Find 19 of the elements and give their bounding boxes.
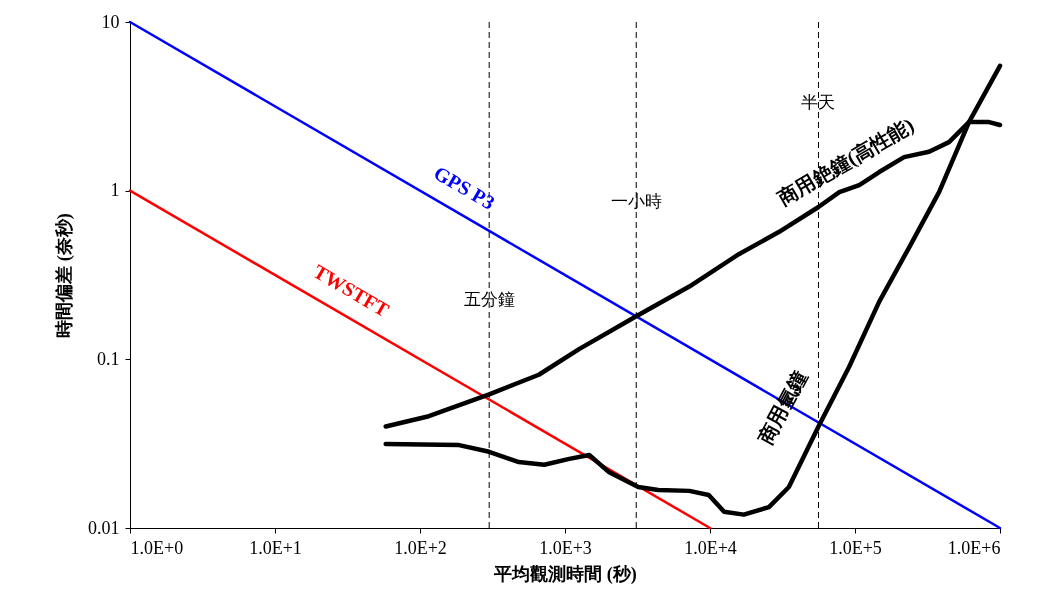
y-tick-label: 10	[101, 11, 120, 32]
text: GPS P3	[430, 161, 499, 214]
x-tick-label: 1.0E+6	[947, 537, 1001, 558]
ref-line-label: 半天	[801, 92, 836, 112]
text: 商用氫鐘	[753, 366, 811, 449]
x-tick-label: 1.0E+0	[130, 537, 184, 558]
x-tick-label: 1.0E+1	[249, 537, 302, 558]
y-tick-label: 0.01	[88, 517, 120, 538]
x-tick-label: 1.0E+4	[684, 537, 737, 558]
ref-line-label: 一小時	[610, 191, 662, 211]
x-axis-title: 平均觀測時間 (秒)	[493, 563, 637, 585]
x-tick-label: 1.0E+2	[394, 537, 447, 558]
text: 商用銫鐘(高性能)	[773, 113, 918, 212]
x-tick-label: 1.0E+3	[539, 537, 592, 558]
y-tick-label: 0.1	[97, 348, 120, 369]
y-tick-label: 1	[110, 180, 120, 201]
ref-line-label: 五分鐘	[463, 290, 515, 310]
x-tick-label: 1.0E+5	[829, 537, 882, 558]
y-axis-title: 時間偏差 (奈秒)	[54, 213, 75, 338]
